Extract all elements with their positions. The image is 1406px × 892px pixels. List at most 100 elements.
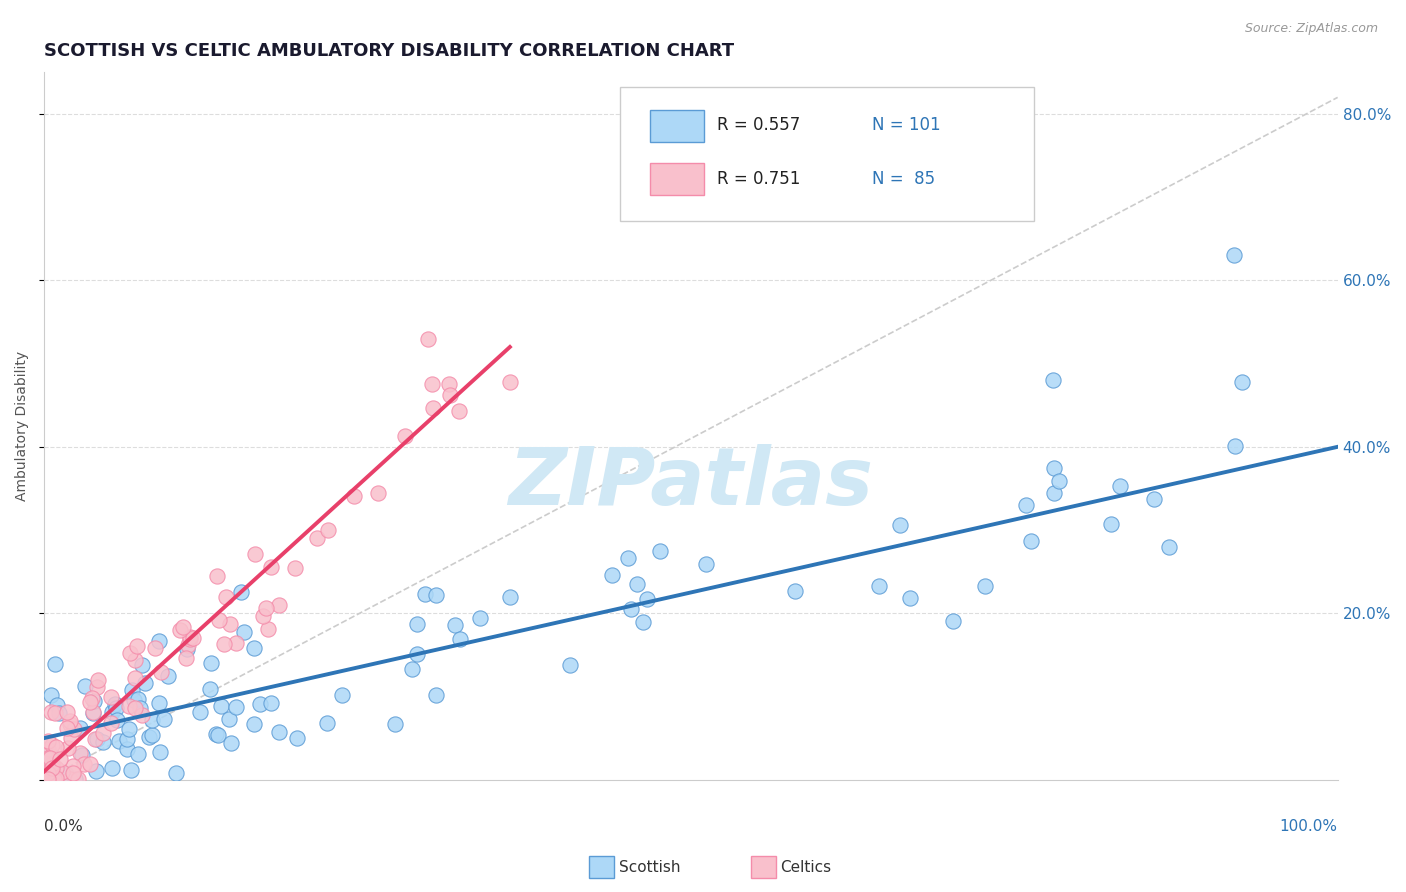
Point [73,679,96,693]
Point [181,632,204,646]
Point [131,658,153,673]
Point [115,741,138,756]
Point [122,693,145,707]
Point [648,544,671,558]
Point [39,688,62,702]
Point [39,705,62,719]
Point [620,602,643,616]
Point [127,639,149,653]
Point [41,757,63,772]
FancyBboxPatch shape [620,87,1033,221]
Text: R = 0.557: R = 0.557 [717,117,800,135]
Point [330,688,353,702]
Point [367,486,389,500]
Point [1043,461,1066,475]
Point [83,694,105,708]
Point [207,728,229,742]
Point [1108,479,1130,493]
Point [148,696,170,710]
Point [82,690,104,705]
Point [1099,516,1122,531]
Point [449,632,471,647]
Point [37,734,59,748]
Point [86,673,108,688]
Point [252,608,274,623]
Text: Scottish: Scottish [619,860,681,874]
Text: N = 101: N = 101 [872,117,941,135]
Point [498,375,520,389]
Point [179,632,201,646]
Point [51,764,73,779]
Point [118,722,141,736]
Point [1042,486,1064,500]
Point [254,601,277,615]
Point [176,651,198,665]
Point [231,585,253,599]
Point [205,727,228,741]
Point [100,761,122,775]
Point [172,620,194,634]
Point [149,665,172,679]
Text: 100.0%: 100.0% [1279,819,1337,833]
Point [600,567,623,582]
Point [394,428,416,442]
Point [284,560,307,574]
Point [898,591,921,605]
Point [444,617,467,632]
Point [59,731,82,745]
Point [243,716,266,731]
Point [138,731,160,745]
Point [69,746,91,760]
Point [169,624,191,638]
Point [55,767,77,781]
Point [260,696,283,710]
Point [1042,373,1064,387]
Point [79,695,101,709]
Point [498,590,520,604]
Point [225,699,247,714]
Text: ZIPatlas: ZIPatlas [509,443,873,522]
Point [91,725,114,739]
Point [212,637,235,651]
FancyBboxPatch shape [650,163,704,195]
Point [82,706,104,720]
Point [420,376,443,391]
Point [249,698,271,712]
Point [59,772,82,786]
Point [425,688,447,702]
Point [58,740,80,755]
Point [1015,498,1038,512]
Point [62,759,84,773]
Point [59,717,82,731]
Point [39,751,62,765]
Point [256,623,278,637]
Point [422,401,444,416]
Point [73,757,96,772]
Point [425,588,447,602]
Point [91,735,114,749]
Point [1223,248,1246,262]
Point [785,583,807,598]
Text: R = 0.751: R = 0.751 [717,169,800,187]
Text: Celtics: Celtics [780,860,831,874]
Point [631,615,654,629]
Point [79,756,101,771]
Point [45,739,67,754]
Point [37,772,59,786]
Point [626,576,648,591]
Point [69,721,91,735]
Point [37,762,59,776]
Point [45,772,67,786]
Point [141,714,163,728]
Point [218,712,240,726]
Point [269,598,291,612]
Point [343,489,366,503]
Point [560,657,582,672]
Point [176,641,198,656]
Point [209,698,232,713]
Point [149,745,172,759]
Point [315,715,337,730]
Point [942,614,965,628]
Text: SCOTTISH VS CELTIC AMBULATORY DISABILITY CORRELATION CHART: SCOTTISH VS CELTIC AMBULATORY DISABILITY… [44,42,734,60]
Point [124,671,146,685]
